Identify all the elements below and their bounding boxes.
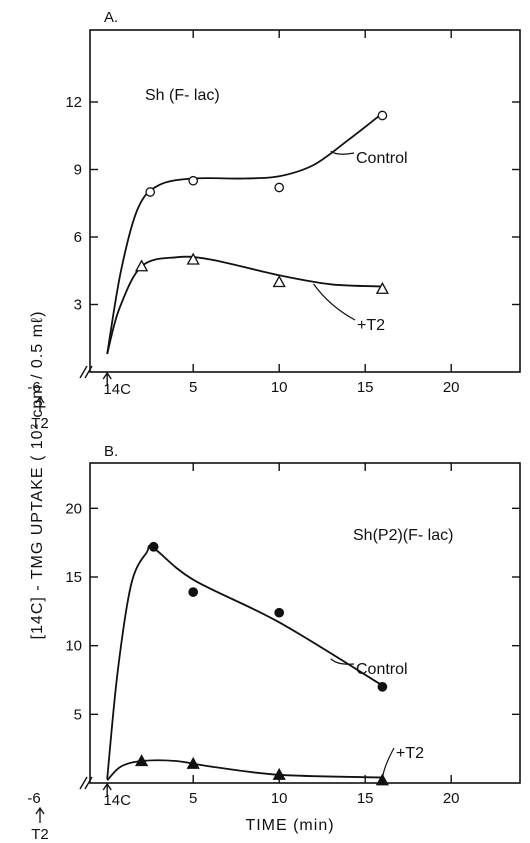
series-leader-t2 [381,747,395,780]
c14-label: 14C [103,792,131,809]
data-point-t2 [186,756,200,769]
x-tick-label: 15 [357,790,374,807]
data-point-t2 [272,275,286,288]
strain-label: Sh(P2)(F- lac) [353,527,453,544]
data-point-control [377,682,388,692]
series-curve-t2 [106,255,383,355]
t2-time-label: -6 [27,379,40,396]
data-point-control [274,607,285,618]
t2-time-label: -6 [27,790,40,807]
y-tick-label: 6 [74,229,82,246]
y-tick-label: 20 [65,500,82,517]
data-point-t2 [375,281,389,294]
data-point-control [377,110,388,121]
series-curve-control [106,112,383,355]
x-tick-label: 15 [357,379,374,396]
x-tick-label: 20 [443,379,460,396]
c14-label: 14C [103,381,131,398]
t2-arrowhead [35,806,45,815]
series-label-t2: +T2 [396,745,424,762]
c14-arrowhead [102,782,112,791]
t2-label: T2 [31,415,49,432]
series-leader-t2 [313,283,356,321]
x-tick-label: 10 [271,379,288,396]
plot-frame [89,462,521,784]
axis-break-mark [79,776,88,790]
series-label-t2: +T2 [357,317,385,334]
data-point-t2 [135,259,149,272]
data-point-control [188,175,199,186]
data-point-t2 [375,773,389,786]
data-point-control [188,587,199,597]
data-point-t2 [272,767,286,780]
t2-arrowhead [35,395,45,404]
x-tick-label: 5 [189,790,197,807]
y-axis-title: [14C] - TMG UPTAKE ( 10² cpm / 0.5 mℓ) [29,311,46,640]
panel-letter: B. [104,443,118,460]
series-leader-control [330,150,355,155]
c14-arrowhead [102,371,112,380]
t2-label: T2 [31,826,49,843]
data-point-t2 [186,252,200,265]
y-tick-label: 12 [65,94,82,111]
series-leader-control [330,658,355,665]
series-curve-control [106,544,383,779]
y-tick-label: 5 [74,706,82,723]
series-label-control: Control [356,150,408,167]
y-tick-label: 15 [65,569,82,586]
series-curve-t2 [106,759,383,781]
y-tick-label: 10 [65,638,82,655]
panel-letter: A. [104,9,118,26]
x-tick-label: 10 [271,790,288,807]
chart-panel-a: A. 3 6 9 12 5 10 15 20 14C -6 T2 Sh (F- lac) Control +… [27,9,521,432]
plot-frame [89,29,521,373]
x-tick-label: 5 [189,379,197,396]
strain-label: Sh (F- lac) [145,87,220,104]
axis-break-mark [84,776,93,790]
x-tick-label: 20 [443,790,460,807]
x-axis-title: TIME (min) [245,817,334,834]
data-point-control [148,541,159,552]
y-tick-label: 9 [74,162,82,179]
series-label-control: Control [356,661,408,678]
data-point-t2 [135,754,149,767]
chart-panel-b: B. 5 10 15 20 5 10 15 20 14C -6 T2 Sh(P2)(F- lac) Con… [27,443,521,843]
y-tick-label: 3 [74,297,82,314]
axis-break-mark [84,365,93,379]
data-point-control [145,187,156,197]
data-point-control [274,182,285,193]
axis-break-mark [79,365,88,379]
